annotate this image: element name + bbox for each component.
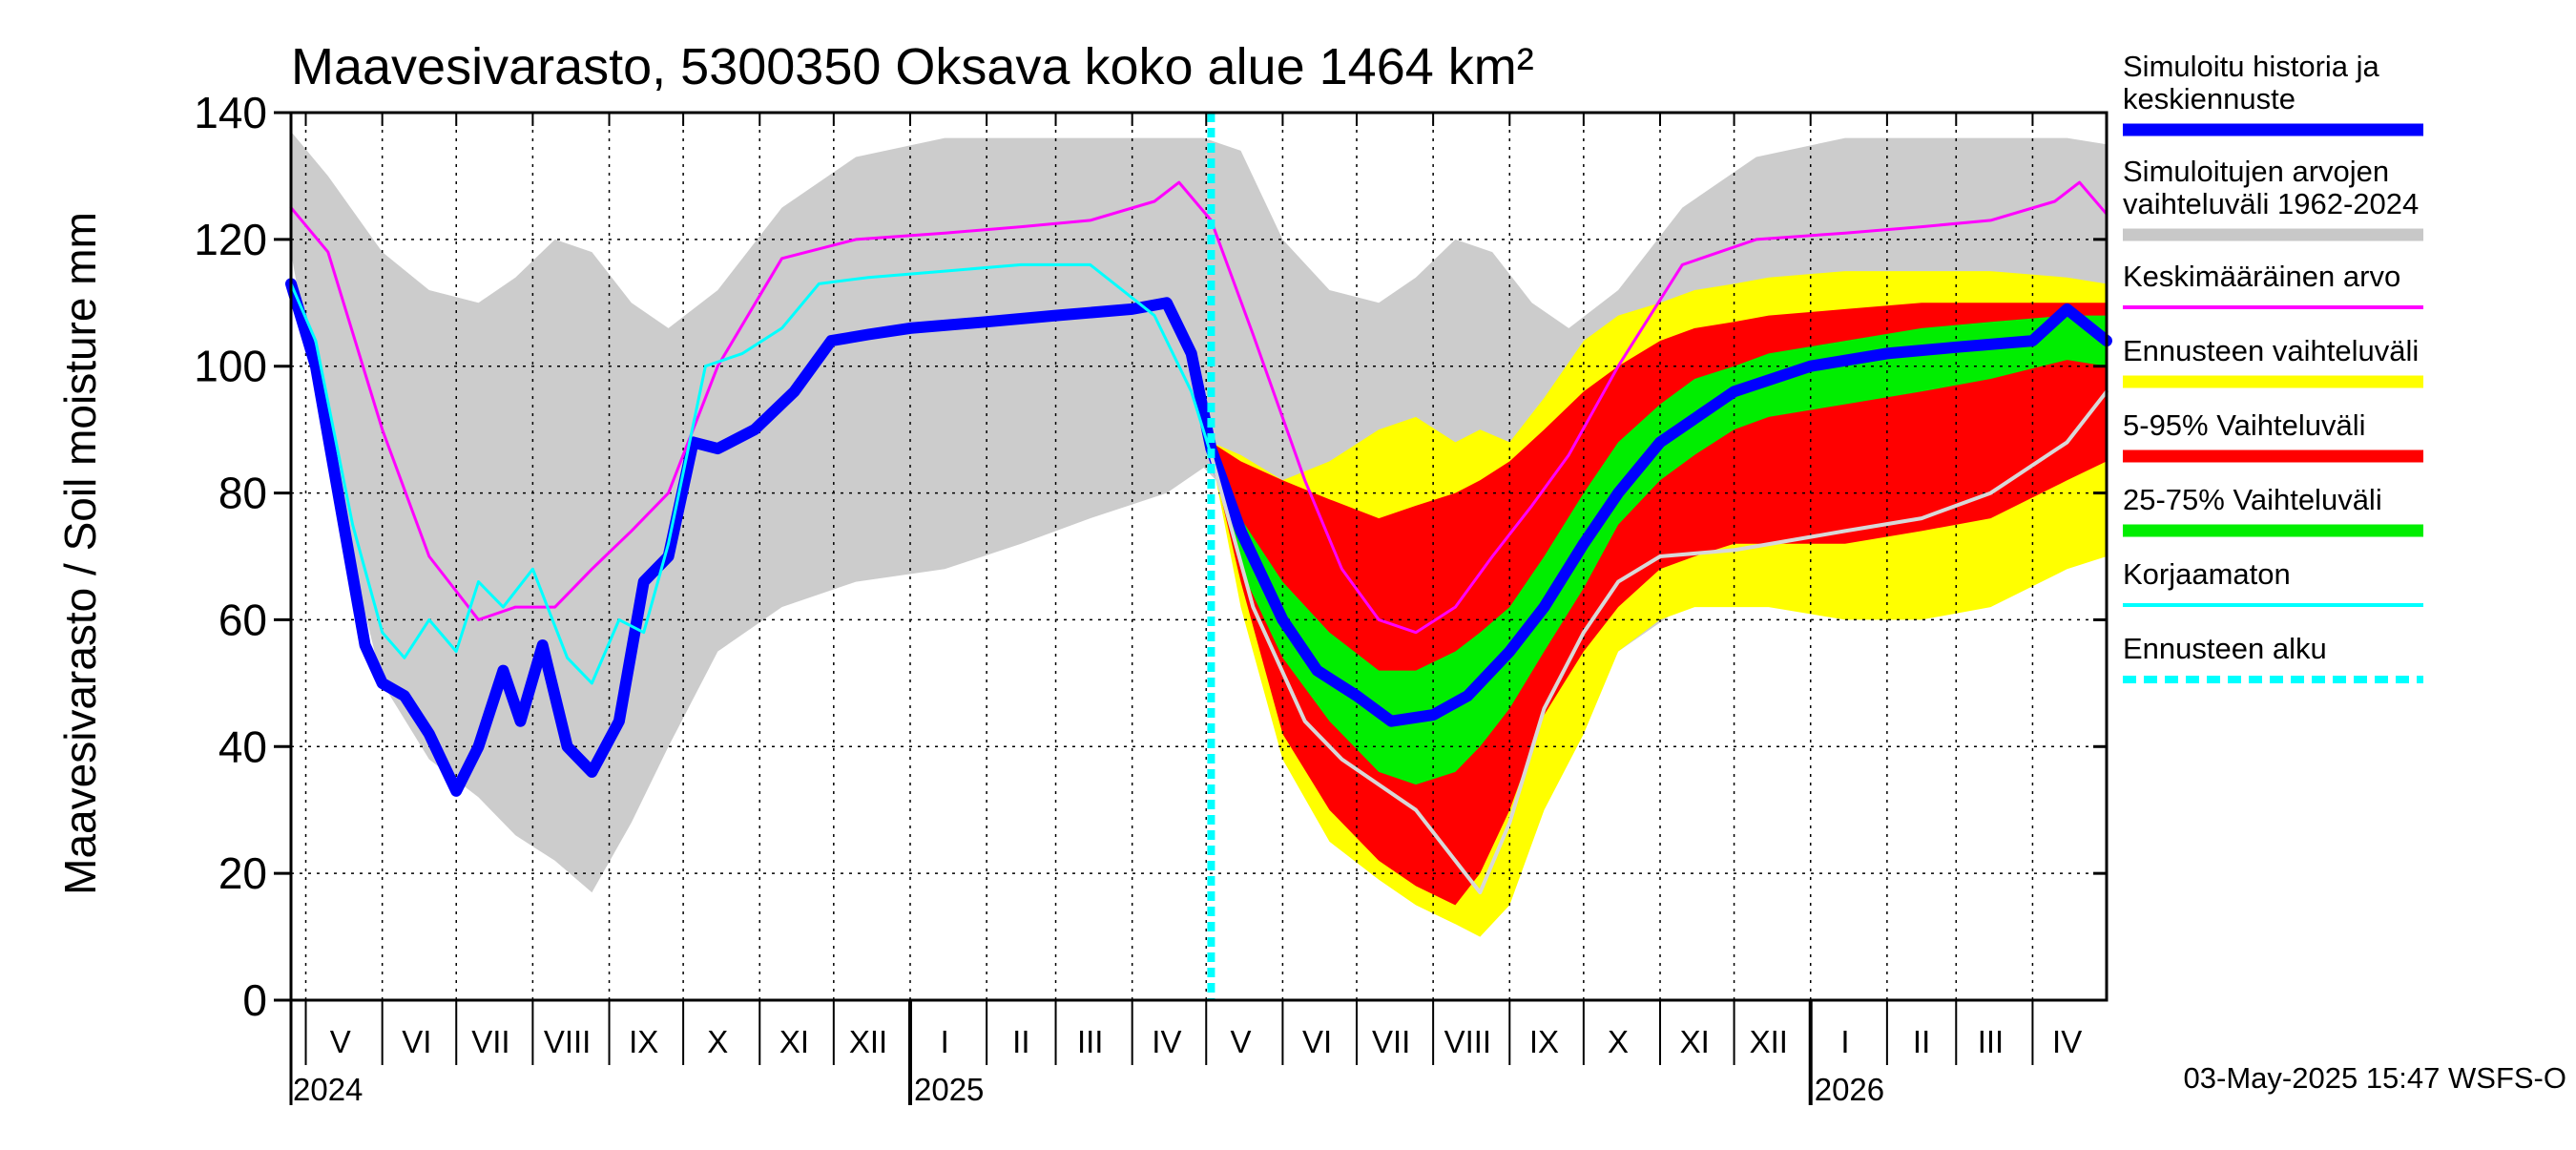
month-label: II (1012, 1024, 1029, 1059)
month-label: V (330, 1024, 351, 1059)
month-label: XI (1680, 1024, 1710, 1059)
y-tick-label: 0 (242, 975, 267, 1025)
legend-label-1: vaihteluväli 1962-2024 (2123, 187, 2419, 220)
line-series-6 (289, 262, 1213, 685)
y-tick-label: 20 (218, 848, 267, 898)
month-label: XI (779, 1024, 809, 1059)
month-label: X (707, 1024, 728, 1059)
month-label: IX (1529, 1024, 1559, 1059)
y-tick-label: 100 (194, 342, 267, 391)
month-label: VI (1302, 1024, 1332, 1059)
legend-label-7: Ennusteen alku (2123, 632, 2327, 665)
month-label: I (941, 1024, 949, 1059)
legend-label-6: Korjaamaton (2123, 557, 2291, 591)
month-label: VII (1372, 1024, 1410, 1059)
plot-frame (289, 111, 2109, 1002)
grid-layer (291, 113, 2107, 1000)
legend-label-3: Ennusteen vaihteluväli (2123, 334, 2419, 367)
month-label: VIII (544, 1024, 592, 1059)
y-axis-label: Maavesivarasto / Soil moisture mm (55, 212, 105, 895)
month-label: X (1608, 1024, 1629, 1059)
month-label: II (1913, 1024, 1930, 1059)
month-label: VI (402, 1024, 431, 1059)
month-label: IV (1152, 1024, 1181, 1059)
year-label: 2025 (914, 1072, 984, 1107)
month-label: VIII (1444, 1024, 1492, 1059)
legend-label-4: 5-95% Vaihteluväli (2123, 408, 2365, 442)
legend-label-5: 25-75% Vaihteluväli (2123, 483, 2382, 516)
line-layer (285, 113, 2112, 1000)
line-series-4 (285, 278, 2112, 797)
year-label: 2026 (1815, 1072, 1884, 1107)
y-tick-label: 40 (218, 721, 267, 771)
month-label: VII (471, 1024, 509, 1059)
month-label: III (1077, 1024, 1104, 1059)
y-tick-label: 60 (218, 595, 267, 644)
chart-title: Maavesivarasto, 5300350 Oksava koko alue… (291, 38, 1534, 95)
year-label: 2024 (293, 1072, 363, 1107)
line-series-7 (1209, 389, 2109, 895)
month-label: XII (1750, 1024, 1788, 1059)
legend-label-2: Keskimääräinen arvo (2123, 260, 2400, 293)
y-tick-label: 80 (218, 469, 267, 518)
month-label: III (1978, 1024, 2005, 1059)
legend-label-1: Simuloitujen arvojen (2123, 155, 2389, 188)
timestamp-label: 03-May-2025 15:47 WSFS-O (2184, 1061, 2566, 1095)
month-label: V (1230, 1024, 1251, 1059)
month-label: IX (629, 1024, 658, 1059)
legend-label-0: keskiennuste (2123, 82, 2296, 115)
y-tick-label: 120 (194, 215, 267, 264)
month-label: XII (849, 1024, 887, 1059)
legend-label-0: Simuloitu historia ja (2123, 50, 2380, 83)
y-tick-label: 140 (194, 88, 267, 137)
month-label: IV (2052, 1024, 2082, 1059)
band-series-3 (1211, 315, 2107, 785)
month-label: I (1840, 1024, 1849, 1059)
